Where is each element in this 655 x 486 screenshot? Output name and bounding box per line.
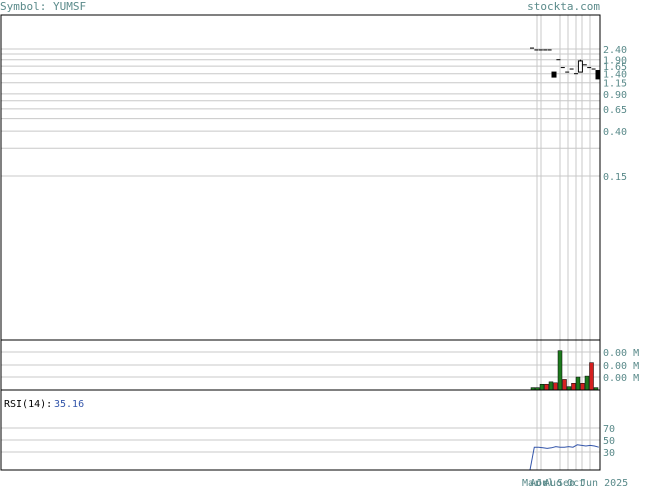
volume-bar	[544, 383, 549, 391]
volume-bar	[571, 383, 576, 391]
volume-tick-label: 0.00 M	[603, 373, 639, 384]
volume-tick-label: 0.00 M	[603, 348, 639, 359]
price-tick-label: 0.40	[603, 127, 627, 138]
price-tick-label: 1.15	[603, 79, 627, 90]
rsi-value: 35.16	[54, 399, 84, 410]
price-tick-label: 1.40	[603, 70, 627, 81]
rsi-label: RSI(14):	[4, 399, 52, 410]
volume-tick-label: 0.00 M	[603, 361, 639, 372]
rsi-tick-label: 50	[603, 436, 615, 447]
volume-bar	[584, 375, 590, 391]
volume-bar	[557, 350, 563, 391]
price-tick-label: 1.90	[603, 56, 627, 67]
x-axis-label: Apr	[530, 478, 548, 486]
rsi-panel	[0, 389, 601, 471]
rsi-tick-label: 70	[603, 424, 615, 435]
price-panel	[0, 14, 601, 341]
volume-bar	[539, 383, 545, 391]
volume-bar	[589, 362, 594, 391]
price-tick-label: 0.65	[603, 105, 627, 116]
candle-body	[577, 60, 583, 73]
candle-body	[595, 70, 601, 80]
rsi-tick-label: 30	[603, 448, 615, 459]
price-tick-label: 2.40	[603, 45, 627, 56]
price-tick-label: 0.15	[603, 172, 627, 183]
x-axis-label: Sep	[557, 478, 575, 486]
x-axis-label: Jul	[536, 478, 554, 486]
volume-bar	[566, 386, 572, 391]
x-axis-label: Mar	[522, 478, 540, 486]
rsi-line	[529, 444, 599, 471]
x-axis-label: Oct	[567, 478, 585, 486]
price-tick-label: 1.65	[603, 62, 627, 73]
volume-bar	[575, 376, 581, 391]
x-axis-label: Jun 2025	[580, 478, 628, 486]
price-tick-label: 0.90	[603, 90, 627, 101]
volume-bar	[553, 382, 558, 391]
volume-bar	[562, 379, 567, 391]
volume-bar	[548, 381, 554, 391]
volume-bar	[580, 383, 585, 391]
symbol-label: Symbol: YUMSF	[0, 0, 87, 13]
site-name[interactable]: stockta.com	[527, 0, 600, 13]
x-axis-label: Aug	[544, 478, 562, 486]
candle-body	[551, 71, 557, 78]
